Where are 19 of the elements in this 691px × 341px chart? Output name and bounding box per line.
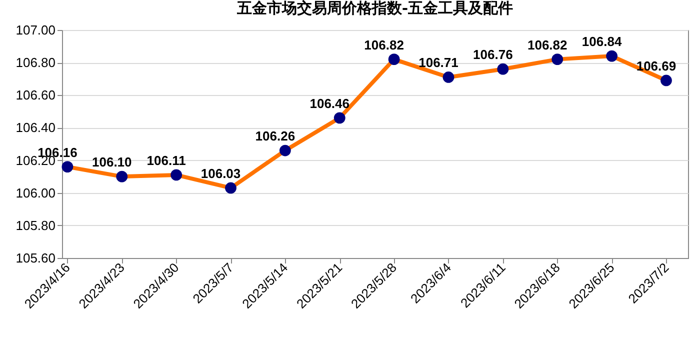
y-tick-label: 106.60 xyxy=(16,88,56,103)
y-tick-label: 105.80 xyxy=(16,218,56,233)
text: 106.11 xyxy=(146,152,186,168)
text: 106.03 xyxy=(200,166,241,181)
text: 106.26 xyxy=(255,128,296,144)
text: 106.82 xyxy=(364,37,404,52)
y-tick-label: 107.00 xyxy=(16,22,56,38)
chart-title: 五金市场交易周价格指数-五金工具及配件 xyxy=(236,0,514,17)
y-tick-label: 106.40 xyxy=(16,120,56,136)
text: 106.71 xyxy=(418,55,458,70)
y-tick-label: 105.60 xyxy=(16,250,56,266)
y-tick-label: 106.00 xyxy=(16,185,56,200)
text: 106.76 xyxy=(473,47,513,62)
text: 106.10 xyxy=(92,154,132,170)
text: 106.82 xyxy=(527,37,568,52)
y-tick-label: 106.80 xyxy=(16,55,56,70)
text: 106.46 xyxy=(310,96,350,111)
text: 106.84 xyxy=(582,34,622,50)
text: 106.69 xyxy=(636,58,676,74)
